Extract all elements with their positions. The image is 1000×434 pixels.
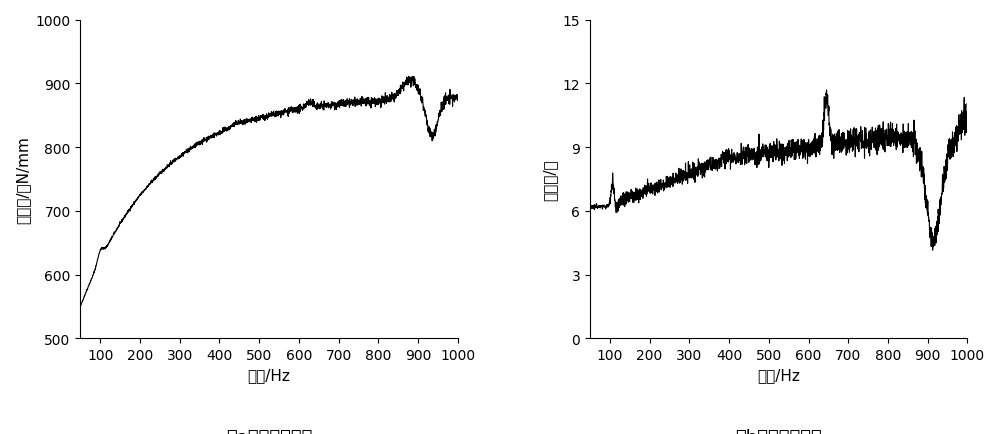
Text: （a）动刚度曲线: （a）动刚度曲线 <box>226 427 312 434</box>
Y-axis label: 滒后角/度: 滒后角/度 <box>542 159 557 200</box>
Y-axis label: 动刚度/（N/mm: 动刚度/（N/mm <box>15 136 30 224</box>
X-axis label: 频率/Hz: 频率/Hz <box>757 368 800 383</box>
Text: （b）滒后角曲线: （b）滒后角曲线 <box>735 427 822 434</box>
X-axis label: 频率/Hz: 频率/Hz <box>248 368 291 383</box>
